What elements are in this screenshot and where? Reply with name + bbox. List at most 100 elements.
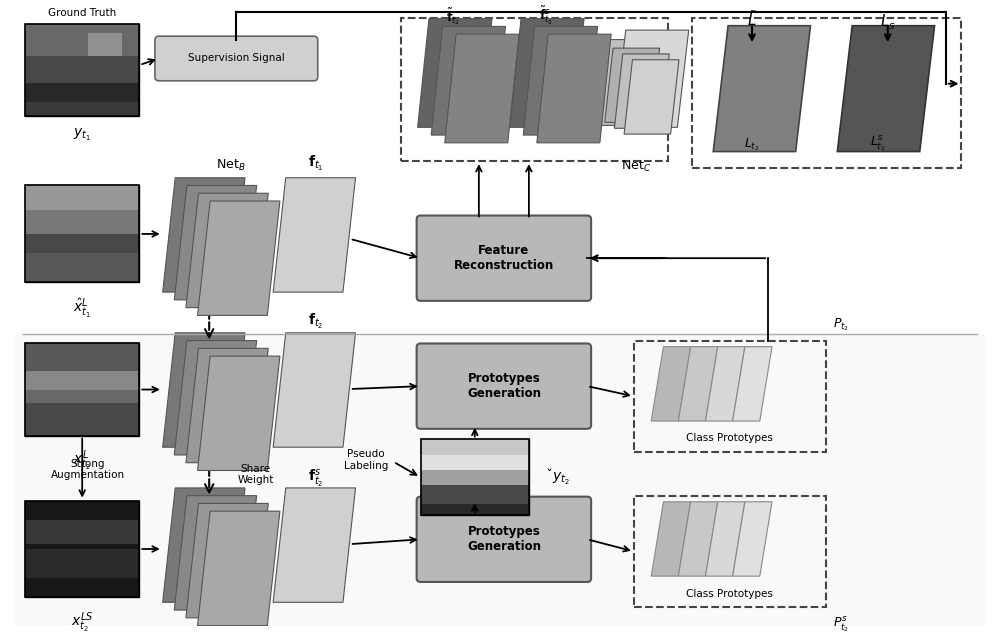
Polygon shape <box>678 347 718 421</box>
Text: Class Prototypes: Class Prototypes <box>686 589 773 599</box>
Bar <box>401 18 668 161</box>
Polygon shape <box>198 511 280 626</box>
Text: $\mathrm{Net}_B$: $\mathrm{Net}_B$ <box>216 158 245 173</box>
Text: $\mathbf{f}_{t_2}$: $\mathbf{f}_{t_2}$ <box>308 312 324 331</box>
Text: Supervision Signal: Supervision Signal <box>188 54 285 63</box>
Bar <box>421 504 529 515</box>
Polygon shape <box>678 502 718 576</box>
Polygon shape <box>186 504 268 618</box>
Bar <box>25 371 139 390</box>
Bar <box>25 210 139 243</box>
Polygon shape <box>431 26 506 135</box>
Text: Prototypes
Generation: Prototypes Generation <box>467 372 541 400</box>
Bar <box>421 440 529 515</box>
Bar <box>25 500 139 597</box>
Text: $\tilde{\mathbf{f}}_{t_2}$: $\tilde{\mathbf{f}}_{t_2}$ <box>446 6 461 27</box>
Text: Prototypes
Generation: Prototypes Generation <box>467 525 541 553</box>
Bar <box>25 84 139 116</box>
Polygon shape <box>418 19 492 127</box>
Text: Strong
Augmentation: Strong Augmentation <box>51 459 125 481</box>
Bar <box>88 33 122 56</box>
Polygon shape <box>706 502 745 576</box>
Bar <box>25 185 139 210</box>
Polygon shape <box>837 26 935 151</box>
Polygon shape <box>174 496 257 610</box>
FancyBboxPatch shape <box>155 36 318 81</box>
Bar <box>25 24 139 56</box>
Polygon shape <box>595 40 669 125</box>
Bar <box>25 549 139 578</box>
Bar <box>25 24 139 116</box>
Polygon shape <box>651 347 691 421</box>
Bar <box>25 56 139 84</box>
Bar <box>25 344 139 371</box>
Text: $\tilde{L}$: $\tilde{L}$ <box>747 9 757 29</box>
Polygon shape <box>273 333 356 447</box>
Text: $P_{t_2}$: $P_{t_2}$ <box>833 316 850 333</box>
Bar <box>421 485 529 515</box>
Bar <box>25 500 139 597</box>
Bar <box>634 496 826 607</box>
Bar <box>421 462 529 485</box>
Text: Ground Truth: Ground Truth <box>48 8 116 18</box>
FancyBboxPatch shape <box>417 344 591 429</box>
Polygon shape <box>273 488 356 603</box>
Text: $y_{t_1}$: $y_{t_1}$ <box>73 127 91 143</box>
Polygon shape <box>445 34 519 143</box>
Polygon shape <box>163 488 245 603</box>
Bar <box>25 234 139 253</box>
Polygon shape <box>537 34 611 143</box>
Text: $x^L_{t_2}$: $x^L_{t_2}$ <box>73 449 91 473</box>
Text: $L_{t_2}$: $L_{t_2}$ <box>744 137 760 153</box>
Text: Pseudo
Labeling: Pseudo Labeling <box>344 449 388 470</box>
Text: $L^s_{t_2}$: $L^s_{t_2}$ <box>870 135 886 153</box>
Text: Feature
Reconstruction: Feature Reconstruction <box>454 244 554 272</box>
Polygon shape <box>163 333 245 447</box>
Polygon shape <box>174 185 257 300</box>
Bar <box>25 500 139 597</box>
FancyBboxPatch shape <box>417 497 591 582</box>
Polygon shape <box>614 30 689 127</box>
Text: $\mathbf{f}^s_{t_2}$: $\mathbf{f}^s_{t_2}$ <box>308 467 324 489</box>
Polygon shape <box>733 347 772 421</box>
Bar <box>25 371 139 403</box>
Bar <box>421 440 529 462</box>
Bar <box>25 344 139 436</box>
FancyBboxPatch shape <box>417 215 591 301</box>
Bar <box>421 454 529 470</box>
Polygon shape <box>713 26 810 151</box>
Polygon shape <box>174 341 257 455</box>
Polygon shape <box>624 60 679 134</box>
Text: $\hat{x}^L_{t_1}$: $\hat{x}^L_{t_1}$ <box>73 296 91 320</box>
Text: $\mathrm{Net}_C$: $\mathrm{Net}_C$ <box>621 159 651 174</box>
Bar <box>25 344 139 436</box>
Text: $P^s_{t_2}$: $P^s_{t_2}$ <box>833 615 850 634</box>
Text: Share
Weight: Share Weight <box>238 463 274 485</box>
Bar <box>15 334 985 626</box>
Bar <box>421 440 529 515</box>
Polygon shape <box>273 178 356 292</box>
Polygon shape <box>198 201 280 316</box>
Text: Class Prototypes: Class Prototypes <box>686 433 773 443</box>
Bar <box>634 341 826 452</box>
Bar <box>692 18 961 168</box>
Polygon shape <box>614 54 669 128</box>
Bar <box>25 24 139 116</box>
Text: $\check{y}_{t_2}$: $\check{y}_{t_2}$ <box>547 467 570 488</box>
Text: $\tilde{L}_s$: $\tilde{L}_s$ <box>880 9 896 32</box>
Text: $\tilde{\mathbf{f}}^s_{t_2}$: $\tilde{\mathbf{f}}^s_{t_2}$ <box>539 5 554 27</box>
Polygon shape <box>198 356 280 470</box>
Polygon shape <box>523 26 598 135</box>
Text: $x^{LS}_{t_2}$: $x^{LS}_{t_2}$ <box>71 611 93 635</box>
Bar <box>25 102 139 116</box>
Polygon shape <box>733 502 772 576</box>
Polygon shape <box>605 48 660 123</box>
Bar <box>25 185 139 282</box>
Polygon shape <box>186 193 268 307</box>
Polygon shape <box>510 19 584 127</box>
Polygon shape <box>651 502 691 576</box>
Bar <box>25 403 139 436</box>
Bar <box>25 185 139 282</box>
Polygon shape <box>706 347 745 421</box>
Bar <box>25 243 139 282</box>
